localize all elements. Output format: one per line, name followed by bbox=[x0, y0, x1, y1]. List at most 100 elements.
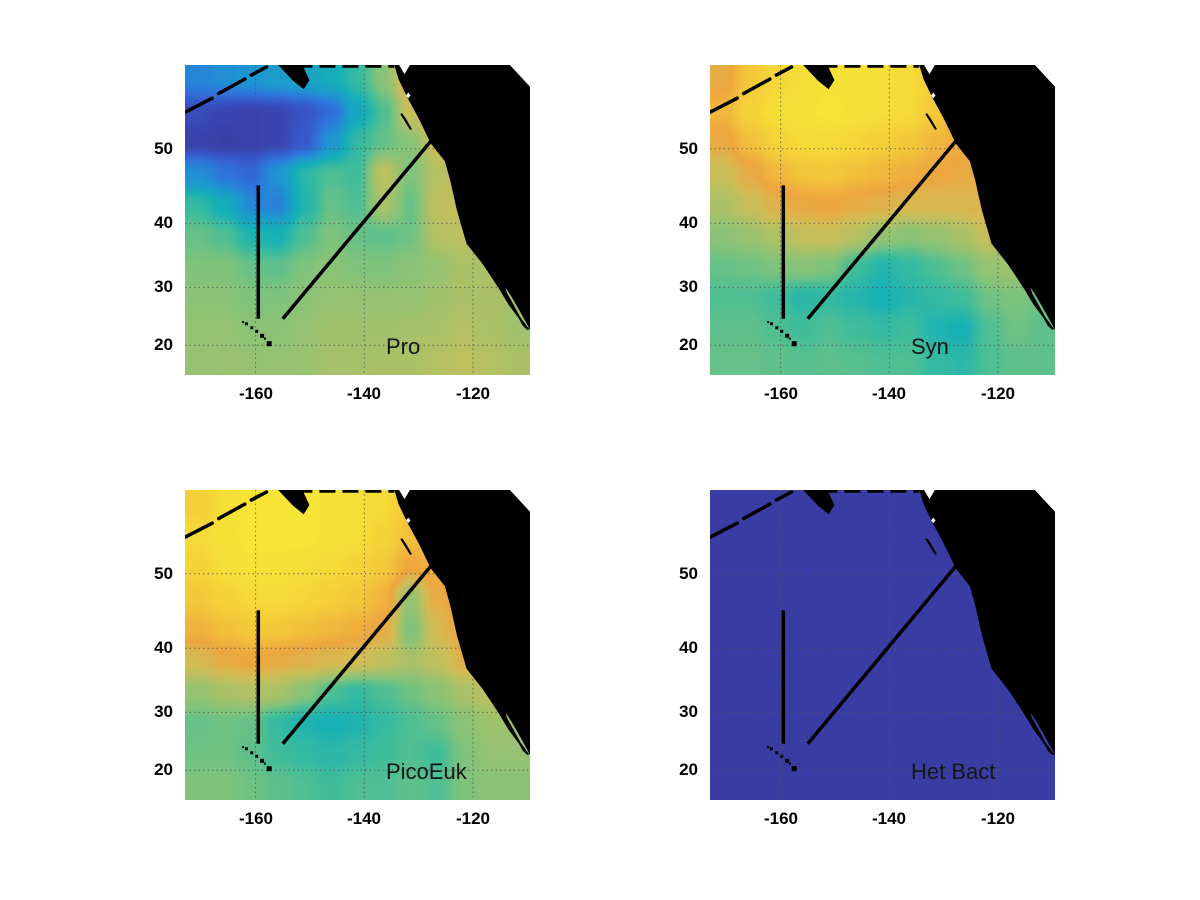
x-tick-label: -120 bbox=[455, 384, 491, 403]
y-tick-label: 40 bbox=[679, 638, 698, 657]
x-tick-label: -160 bbox=[238, 809, 274, 828]
hawaii-island bbox=[791, 341, 797, 347]
hawaii-island bbox=[244, 747, 248, 751]
hawaii-island bbox=[775, 326, 779, 330]
land-island bbox=[278, 490, 310, 515]
y-tick-label: 30 bbox=[679, 277, 698, 296]
aleutian-islands bbox=[249, 490, 269, 502]
nodata-patch bbox=[399, 490, 410, 500]
hawaii-island bbox=[250, 326, 254, 330]
map-panel-2: Syn 50 40 30 20 -160 -140 -120 bbox=[679, 65, 1055, 403]
y-tick-label: 50 bbox=[154, 564, 173, 583]
hawaii-island bbox=[242, 321, 245, 324]
x-tick-label: -160 bbox=[763, 384, 799, 403]
x-tick-label: -140 bbox=[871, 384, 907, 403]
x-tick-label: -160 bbox=[763, 809, 799, 828]
map-overlay: Pro bbox=[185, 65, 530, 375]
y-tick-label: 20 bbox=[154, 760, 173, 779]
aleutian-islands bbox=[774, 65, 794, 77]
land-island bbox=[925, 113, 937, 131]
aleutian-islands bbox=[710, 96, 739, 114]
cruise-track bbox=[806, 560, 962, 745]
hawaii-island bbox=[788, 762, 791, 765]
land-north-america bbox=[394, 490, 530, 755]
x-tick-label: -120 bbox=[980, 384, 1016, 403]
hawaii-island bbox=[266, 341, 272, 347]
map-panel-3: PicoEuk 50 40 30 20 -160 -140 -120 bbox=[154, 490, 530, 828]
hawaii-island bbox=[266, 766, 272, 772]
aleutian-islands bbox=[741, 502, 772, 521]
x-tick-label: -140 bbox=[871, 809, 907, 828]
y-tick-label: 40 bbox=[154, 213, 173, 232]
nodata-patch bbox=[924, 490, 935, 500]
hawaii-island bbox=[775, 751, 779, 755]
map-panel-4: Het Bact 50 40 30 20 -160 -140 -120 bbox=[679, 490, 1055, 828]
land-island bbox=[400, 538, 412, 556]
hawaii-island bbox=[255, 329, 259, 333]
aleutian-islands bbox=[185, 521, 214, 539]
aleutian-islands bbox=[741, 77, 772, 96]
land-north-america bbox=[394, 65, 530, 330]
y-tick-label: 30 bbox=[154, 702, 173, 721]
land-island bbox=[278, 65, 310, 90]
panel-label: Het Bact bbox=[911, 759, 995, 784]
y-tick-label: 50 bbox=[679, 564, 698, 583]
land-island bbox=[400, 113, 412, 131]
aleutian-islands bbox=[774, 490, 794, 502]
y-tick-label: 20 bbox=[679, 335, 698, 354]
hawaii-island bbox=[263, 762, 266, 765]
cruise-track bbox=[806, 135, 962, 320]
hawaii-island bbox=[769, 322, 773, 326]
hawaii-island bbox=[260, 333, 265, 338]
aleutian-islands bbox=[710, 521, 739, 539]
y-tick-label: 20 bbox=[679, 760, 698, 779]
y-tick-label: 30 bbox=[154, 277, 173, 296]
map-panel-1: Pro 50 40 30 20 -160 -140 -120 bbox=[154, 65, 530, 403]
hawaii-island bbox=[263, 337, 266, 340]
hawaii-island bbox=[242, 746, 245, 749]
nodata-patch bbox=[406, 517, 411, 524]
hawaii-island bbox=[791, 766, 797, 772]
nodata-patch bbox=[399, 65, 410, 75]
y-tick-label: 40 bbox=[154, 638, 173, 657]
hawaii-island bbox=[769, 747, 773, 751]
land-island bbox=[803, 65, 835, 90]
panel-label: Syn bbox=[911, 334, 949, 359]
x-tick-label: -160 bbox=[238, 384, 274, 403]
cruise-track bbox=[281, 560, 437, 745]
hawaii-island bbox=[780, 329, 784, 333]
panel-label: PicoEuk bbox=[386, 759, 468, 784]
land-north-america bbox=[919, 490, 1055, 755]
aleutian-islands bbox=[185, 96, 214, 114]
land-north-america bbox=[919, 65, 1055, 330]
hawaii-island bbox=[260, 758, 265, 763]
hawaii-island bbox=[785, 758, 790, 763]
map-overlay: Syn bbox=[710, 65, 1055, 375]
x-tick-label: -120 bbox=[455, 809, 491, 828]
aleutian-islands bbox=[216, 502, 247, 521]
land-island bbox=[925, 538, 937, 556]
x-tick-label: -140 bbox=[346, 384, 382, 403]
land-island bbox=[803, 490, 835, 515]
y-tick-label: 20 bbox=[154, 335, 173, 354]
cruise-track bbox=[281, 135, 437, 320]
nodata-patch bbox=[924, 65, 935, 75]
hawaii-island bbox=[785, 333, 790, 338]
nodata-patch bbox=[406, 92, 411, 99]
x-tick-label: -140 bbox=[346, 809, 382, 828]
x-tick-label: -120 bbox=[980, 809, 1016, 828]
aleutian-islands bbox=[249, 65, 269, 77]
hawaii-island bbox=[788, 337, 791, 340]
hawaii-island bbox=[250, 751, 254, 755]
hawaii-island bbox=[255, 754, 259, 758]
hawaii-island bbox=[244, 322, 248, 326]
y-tick-label: 50 bbox=[154, 139, 173, 158]
hawaii-island bbox=[767, 746, 770, 749]
panel-label: Pro bbox=[386, 334, 420, 359]
y-tick-label: 40 bbox=[679, 213, 698, 232]
hawaii-island bbox=[767, 321, 770, 324]
y-tick-label: 50 bbox=[679, 139, 698, 158]
hawaii-island bbox=[780, 754, 784, 758]
y-tick-label: 30 bbox=[679, 702, 698, 721]
